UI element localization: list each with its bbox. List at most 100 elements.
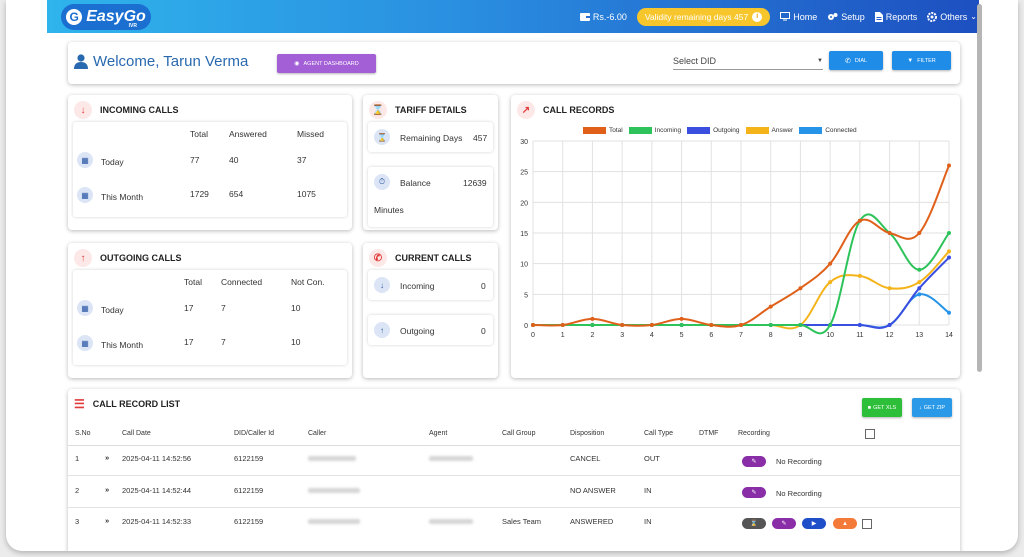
line-chart-icon: ↗ <box>517 101 535 119</box>
wallet-icon <box>579 13 590 21</box>
edit-button[interactable]: ✎ <box>742 456 766 467</box>
data-point-total <box>828 261 833 266</box>
outgoing-calls-header: ↑ OUTGOING CALLS <box>74 249 182 267</box>
data-point-answer <box>917 280 922 285</box>
play-button[interactable]: ▶ <box>802 518 826 529</box>
get-xls-button[interactable]: ■ GET XLS <box>862 398 902 417</box>
nav-others[interactable]: Others ⌄ <box>927 11 977 22</box>
incoming-calls-header: ↓ INCOMING CALLS <box>74 101 179 119</box>
nav-home[interactable]: Home <box>780 12 817 22</box>
logo-text: EasyGo <box>86 8 146 25</box>
expand-chevron-icon[interactable]: » <box>105 453 110 462</box>
top-navbar: G EasyGo IVR Rs.-6.00 Validity remaining… <box>47 0 979 33</box>
expand-chevron-icon[interactable]: » <box>105 485 110 494</box>
edit-button[interactable]: ✎ <box>742 487 766 498</box>
app-window: G EasyGo IVR Rs.-6.00 Validity remaining… <box>6 0 1018 551</box>
x-tick-label: 4 <box>650 332 654 339</box>
data-point-incoming <box>917 267 922 272</box>
wallet-balance: Rs.-6.00 <box>579 12 627 22</box>
select-did-dropdown[interactable]: Select DID ▼ <box>673 52 823 70</box>
outgoing-month-connected: 7 <box>221 337 226 347</box>
balance-value: 12639 <box>463 178 487 188</box>
alert-button[interactable]: ▲ <box>833 518 857 529</box>
row3-agent-redacted <box>429 519 473 524</box>
outgoing-month-label: This Month <box>101 340 144 350</box>
row3-checkbox[interactable] <box>862 519 872 529</box>
row1-did: 6122159 <box>234 454 264 463</box>
y-tick-label: 30 <box>520 139 528 146</box>
legend-item-connected[interactable]: Connected <box>799 127 857 134</box>
remaining-days-box: ⌛ Remaining Days 457 <box>368 122 493 152</box>
outgoing-month-not-connected: 10 <box>291 337 301 347</box>
legend-label: Incoming <box>654 127 682 134</box>
get-zip-button[interactable]: ↓ GET ZIP <box>912 398 952 417</box>
phone-icon: ✆ <box>844 57 851 65</box>
file-excel-icon: ■ <box>867 404 872 411</box>
incoming-calls-table: Total Answered Missed ▦ Today 77 40 37 ▦… <box>73 122 347 217</box>
logo-g-icon: G <box>66 9 83 25</box>
calendar-month-icon: ▦ <box>77 335 93 351</box>
hourglass-button[interactable]: ⌛ <box>742 518 766 529</box>
nav-reports-label: Reports <box>885 11 918 22</box>
arrow-up-small-icon: ↑ <box>374 322 390 338</box>
top-nav-links: Rs.-6.00 Validity remaining days 457 i H… <box>579 0 979 33</box>
call-record-list-card: ☰ CALL RECORD LIST ■ GET XLS ↓ GET ZIP S… <box>68 389 960 551</box>
easygo-logo[interactable]: G EasyGo IVR <box>61 4 151 30</box>
user-icon <box>74 54 88 69</box>
current-calls-header: ✆ CURRENT CALLS <box>369 249 472 267</box>
select-all-checkbox[interactable] <box>865 429 875 439</box>
x-tick-label: 13 <box>915 332 923 339</box>
data-point-total <box>798 286 803 291</box>
info-icon[interactable]: i <box>752 11 763 22</box>
outgoing-today-connected: 7 <box>221 303 226 313</box>
filter-button[interactable]: ▼ FILTER <box>892 51 951 70</box>
current-incoming-label: Incoming <box>400 281 435 291</box>
agent-dashboard-button[interactable]: ◉ AGENT DASHBOARD <box>277 54 376 73</box>
incoming-today-answered: 40 <box>229 155 239 165</box>
row2-disposition: NO ANSWER <box>570 486 616 495</box>
outgoing-col-not-connected: Not Con. <box>291 277 325 287</box>
arrow-down-small-icon: ↓ <box>374 277 390 293</box>
data-point-incoming <box>828 323 833 327</box>
data-point-answer <box>947 249 951 254</box>
expand-chevron-icon[interactable]: » <box>105 516 110 525</box>
incoming-col-answered: Answered <box>229 129 267 139</box>
row1-caller-redacted <box>308 456 356 461</box>
page-scrollbar[interactable] <box>976 0 984 551</box>
row1-type: OUT <box>644 454 660 463</box>
balance-box: ⏱ Balance 12639 Minutes <box>368 167 493 227</box>
incoming-col-total: Total <box>190 129 208 139</box>
edit-button[interactable]: ✎ <box>772 518 796 529</box>
scrollbar-thumb[interactable] <box>977 4 982 372</box>
y-tick-label: 5 <box>524 292 528 299</box>
document-icon <box>874 11 883 22</box>
incoming-calls-title: INCOMING CALLS <box>100 105 179 115</box>
col-agent: Agent <box>429 430 448 437</box>
incoming-month-label: This Month <box>101 192 144 202</box>
remaining-days-label: Remaining Days <box>400 133 463 143</box>
row2-caller-redacted <box>308 488 360 493</box>
nav-setup[interactable]: Setup <box>827 12 865 22</box>
gears-icon <box>828 12 838 20</box>
nav-reports[interactable]: Reports <box>874 11 918 22</box>
filter-label: FILTER <box>917 57 936 64</box>
legend-item-incoming[interactable]: Incoming <box>628 127 682 134</box>
welcome-text: Welcome, Tarun Verma <box>93 53 249 70</box>
data-point-answer <box>857 273 862 278</box>
x-tick-label: 5 <box>680 332 684 339</box>
x-tick-label: 2 <box>590 332 594 339</box>
legend-item-total[interactable]: Total <box>583 127 623 134</box>
outgoing-today-label: Today <box>101 305 124 315</box>
outgoing-calls-table: Total Connected Not Con. ▦ Today 17 7 10… <box>73 270 347 365</box>
legend-item-answer[interactable]: Answer <box>745 127 793 134</box>
current-calls-title: CURRENT CALLS <box>395 253 472 263</box>
nav-home-label: Home <box>793 11 818 22</box>
arrow-down-icon: ↓ <box>74 101 92 119</box>
legend-item-outgoing[interactable]: Outgoing <box>687 127 740 134</box>
data-point-total <box>560 323 565 327</box>
call-record-list-header: ☰ CALL RECORD LIST <box>74 397 180 411</box>
row3-type: IN <box>644 517 652 526</box>
legend-swatch <box>745 127 769 134</box>
validity-badge: Validity remaining days 457 i <box>636 7 771 26</box>
dial-button[interactable]: ✆ DIAL <box>829 51 883 70</box>
